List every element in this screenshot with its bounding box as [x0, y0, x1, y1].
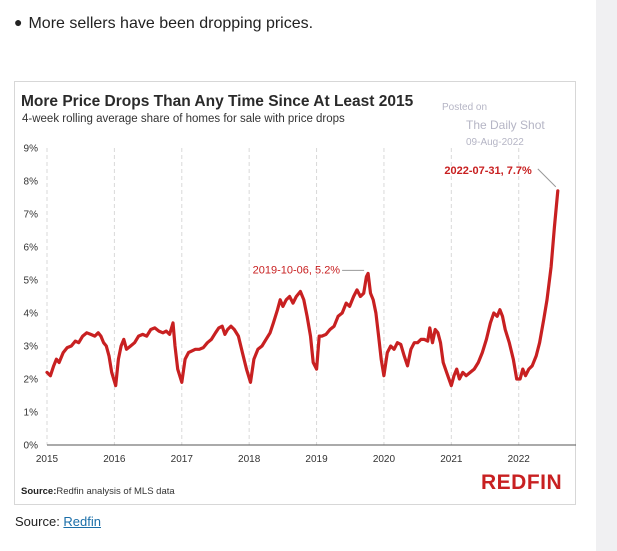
- x-tick-label: 2021: [440, 454, 463, 465]
- watermark-date: 09-Aug-2022: [466, 137, 524, 148]
- chart-source-note: Source:Redfin analysis of MLS data: [21, 486, 175, 497]
- intro-text: More sellers have been dropping prices.: [28, 15, 314, 32]
- x-tick-label: 2022: [508, 454, 531, 465]
- y-tick-label: 9%: [24, 144, 39, 155]
- chart-title: More Price Drops Than Any Time Since At …: [21, 93, 414, 110]
- annotation-2019-label: 2019-10-06, 5.2%: [253, 264, 341, 276]
- chart-source-text: Redfin analysis of MLS data: [56, 486, 175, 497]
- y-tick-label: 4%: [24, 309, 39, 320]
- watermark-publisher: The Daily Shot: [466, 118, 545, 132]
- y-tick-label: 5%: [24, 276, 39, 287]
- x-tick-label: 2018: [238, 454, 261, 465]
- x-tick-label: 2020: [373, 454, 396, 465]
- page-source-line: Source: Redfin: [15, 514, 101, 529]
- chart-subtitle: 4-week rolling average share of homes fo…: [22, 113, 345, 125]
- bullet-dot: ●: [14, 14, 23, 30]
- redfin-logo: REDFIN: [481, 471, 563, 494]
- intro-bullet: ● More sellers have been dropping prices.: [14, 14, 314, 33]
- x-tick-label: 2019: [305, 454, 328, 465]
- x-tick-label: 2016: [103, 454, 126, 465]
- redfin-source-link[interactable]: Redfin: [63, 514, 101, 529]
- page-side-strip: [596, 0, 617, 551]
- page-source-label: Source:: [15, 514, 64, 529]
- chart-source-label: Source:: [21, 486, 57, 497]
- x-tick-label: 2015: [36, 454, 59, 465]
- y-tick-label: 0%: [24, 441, 39, 452]
- y-tick-label: 8%: [24, 177, 39, 188]
- y-tick-label: 6%: [24, 243, 39, 254]
- annotation-leader: [537, 168, 557, 188]
- y-tick-label: 7%: [24, 210, 39, 221]
- watermark-posted: Posted on: [442, 102, 488, 113]
- series-line: [45, 189, 560, 388]
- y-tick-label: 3%: [24, 342, 39, 353]
- y-tick-label: 2%: [24, 375, 39, 386]
- annotation-2022-label: 2022-07-31, 7.7%: [444, 165, 532, 177]
- y-tick-label: 1%: [24, 408, 39, 419]
- x-tick-label: 2017: [171, 454, 194, 465]
- chart-card: [14, 81, 576, 505]
